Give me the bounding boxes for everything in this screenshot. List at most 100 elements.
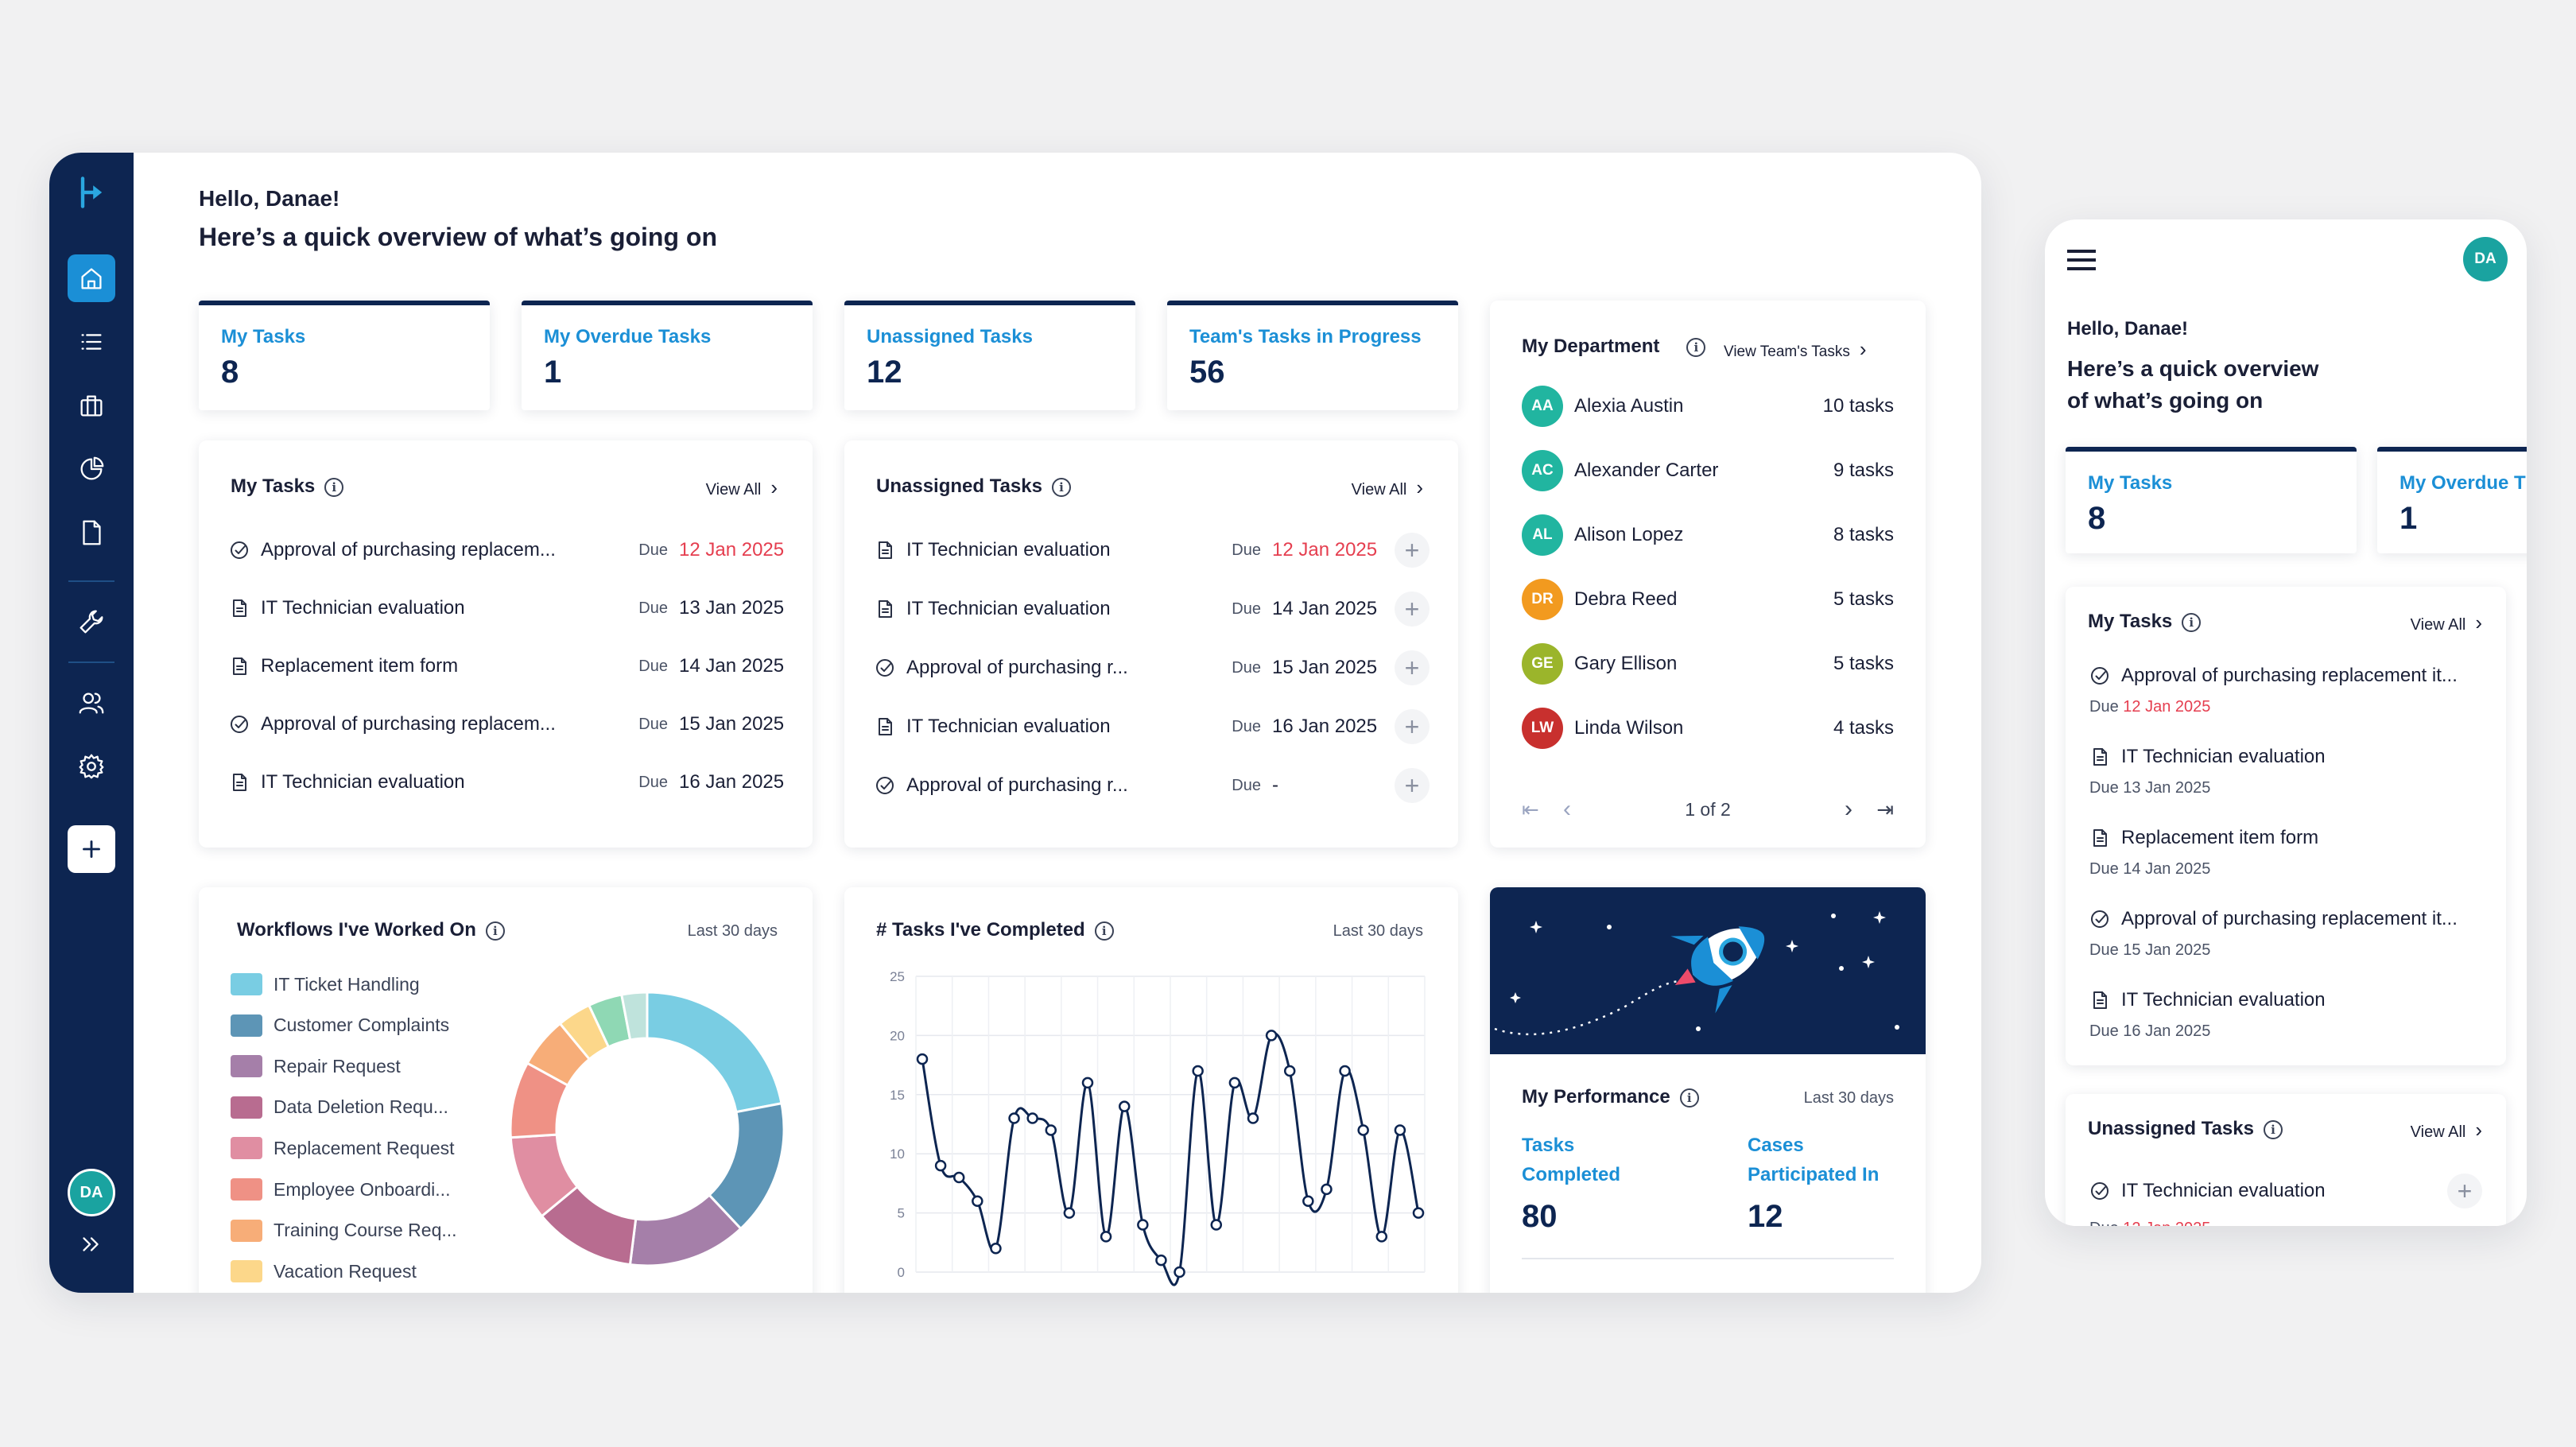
info-icon[interactable]: i [324, 477, 344, 497]
view-all-link[interactable]: View All [1352, 475, 1423, 500]
task-row[interactable]: Replacement item form Due 14 Jan 2025 [229, 650, 784, 682]
data-point[interactable] [1228, 1077, 1241, 1089]
task-row[interactable]: Approval of purchasing replacement it...… [2089, 665, 2482, 716]
department-member-row[interactable]: DR Debra Reed 5 tasks [1522, 578, 1894, 621]
expand-sidebar-icon[interactable] [68, 1226, 115, 1263]
user-avatar[interactable]: DA [68, 1169, 115, 1216]
assign-plus-button[interactable]: + [1395, 650, 1430, 685]
data-point[interactable] [1375, 1231, 1388, 1243]
stat-card-overdue-tasks[interactable]: My Overdue Tasks 1 [522, 301, 813, 410]
data-point[interactable] [972, 1195, 983, 1207]
task-row[interactable]: Approval of purchasing r... Due 15 Jan 202… [875, 650, 1430, 685]
task-row[interactable]: IT Technician evaluation + Due 12 Jan 2025 [2089, 1174, 2482, 1226]
view-team-tasks-link[interactable]: View Team's Tasks [1724, 337, 1867, 362]
stat-card-unassigned-tasks[interactable]: Unassigned Tasks 12 [844, 301, 1135, 410]
assign-plus-button[interactable]: + [1395, 768, 1430, 803]
department-member-row[interactable]: AC Alexander Carter 9 tasks [1522, 449, 1894, 492]
task-row[interactable]: IT Technician evaluation Due 16 Jan 2025 [229, 766, 784, 798]
info-icon[interactable]: i [1686, 337, 1706, 357]
data-point[interactable] [916, 1053, 929, 1065]
data-point[interactable] [1174, 1266, 1185, 1278]
users-icon[interactable] [68, 679, 115, 727]
department-member-row[interactable]: AA Alexia Austin 10 tasks [1522, 385, 1894, 428]
data-point[interactable] [1026, 1112, 1038, 1124]
wrench-icon[interactable] [68, 598, 115, 646]
stat-card-team-in-progress[interactable]: Team's Tasks in Progress 56 [1167, 301, 1458, 410]
member-task-count: 5 tasks [1833, 653, 1894, 674]
task-row[interactable]: IT Technician evaluation Due 12 Jan 2025 + [875, 533, 1430, 568]
donut-slice-9[interactable] [620, 991, 649, 1042]
data-point[interactable] [1137, 1219, 1149, 1231]
data-point[interactable] [1265, 1030, 1278, 1042]
task-row[interactable]: IT Technician evaluation Due 16 Jan 2025 [2089, 989, 2482, 1041]
task-row[interactable]: Approval of purchasing r... Due - + [875, 768, 1430, 803]
tasks-list-icon[interactable] [68, 318, 115, 366]
task-row[interactable]: Approval of purchasing replacement it...… [2089, 908, 2482, 960]
data-point[interactable] [1339, 1065, 1351, 1077]
next-page-icon[interactable]: › [1845, 796, 1852, 822]
task-row[interactable]: IT Technician evaluation Due 13 Jan 2025 [229, 592, 784, 624]
data-point[interactable] [1247, 1112, 1259, 1124]
data-point[interactable] [1283, 1065, 1296, 1077]
department-member-row[interactable]: GE Gary Ellison 5 tasks [1522, 642, 1894, 685]
view-all-link[interactable]: View All [2411, 611, 2482, 635]
donut-slice-0[interactable] [646, 991, 783, 1114]
data-point[interactable] [1192, 1065, 1204, 1077]
department-member-row[interactable]: AL Alison Lopez 8 tasks [1522, 514, 1894, 557]
data-point[interactable] [1063, 1207, 1076, 1219]
home-icon[interactable] [68, 254, 115, 302]
data-point[interactable] [990, 1242, 1002, 1255]
assign-plus-button[interactable]: + [1395, 533, 1430, 568]
task-name: IT Technician evaluation [261, 597, 465, 619]
stat-card-my-tasks[interactable]: My Tasks 8 [199, 301, 490, 410]
assign-plus-button[interactable]: + [2447, 1174, 2482, 1208]
info-icon[interactable]: i [1679, 1088, 1699, 1108]
info-icon[interactable]: i [2182, 612, 2202, 632]
document-icon[interactable] [68, 509, 115, 557]
data-point[interactable] [1100, 1231, 1112, 1243]
due-label: Due [1232, 717, 1261, 735]
stat-card-overdue-tasks[interactable]: My Overdue T 1 [2377, 447, 2527, 553]
hamburger-menu-icon[interactable] [2067, 250, 2096, 270]
data-point[interactable] [952, 1171, 965, 1184]
settings-gear-icon[interactable] [68, 743, 115, 790]
legend-item: Training Course Req... [231, 1216, 457, 1245]
task-row[interactable]: Approval of purchasing replacem... Due 15 … [229, 708, 784, 740]
task-row[interactable]: IT Technician evaluation Due 16 Jan 2025 + [875, 709, 1430, 744]
view-all-link[interactable]: View All [706, 475, 778, 500]
department-member-row[interactable]: LW Linda Wilson 4 tasks [1522, 707, 1894, 750]
info-icon[interactable]: i [2263, 1119, 2283, 1139]
briefcase-icon[interactable] [68, 382, 115, 429]
info-icon[interactable]: i [1051, 477, 1071, 497]
member-name: Alison Lopez [1574, 524, 1684, 545]
info-icon[interactable]: i [485, 921, 505, 941]
prev-page-icon[interactable]: ‹ [1563, 796, 1571, 822]
data-point[interactable] [1394, 1124, 1406, 1136]
data-point[interactable] [1412, 1207, 1425, 1219]
task-row[interactable]: IT Technician evaluation Due 13 Jan 2025 [2089, 746, 2482, 797]
data-point[interactable] [1155, 1254, 1167, 1267]
data-point[interactable] [1081, 1077, 1094, 1089]
task-row[interactable]: IT Technician evaluation Due 14 Jan 2025 + [875, 592, 1430, 627]
data-point[interactable] [1118, 1100, 1131, 1112]
task-row[interactable]: Replacement item form Due 14 Jan 2025 [2089, 827, 2482, 879]
assign-plus-button[interactable]: + [1395, 592, 1430, 627]
data-point[interactable] [1045, 1124, 1057, 1136]
data-point[interactable] [1210, 1219, 1223, 1231]
app-logo-icon[interactable] [68, 169, 115, 216]
info-icon[interactable]: i [1094, 921, 1114, 941]
task-row[interactable]: Approval of purchasing replacem... Due 12 … [229, 534, 784, 566]
data-point[interactable] [1357, 1124, 1369, 1136]
data-point[interactable] [1302, 1195, 1314, 1207]
first-page-icon[interactable]: ⇤ [1522, 797, 1539, 821]
assign-plus-button[interactable]: + [1395, 709, 1430, 744]
data-point[interactable] [1321, 1183, 1333, 1196]
stat-card-my-tasks[interactable]: My Tasks 8 [2066, 447, 2357, 553]
reports-pie-icon[interactable] [68, 445, 115, 493]
add-new-button[interactable] [68, 825, 115, 873]
data-point[interactable] [1008, 1112, 1020, 1124]
data-point[interactable] [934, 1159, 947, 1172]
last-page-icon[interactable]: ⇥ [1876, 797, 1894, 821]
view-all-link[interactable]: View All [2411, 1118, 2482, 1142]
user-avatar[interactable]: DA [2463, 237, 2508, 281]
